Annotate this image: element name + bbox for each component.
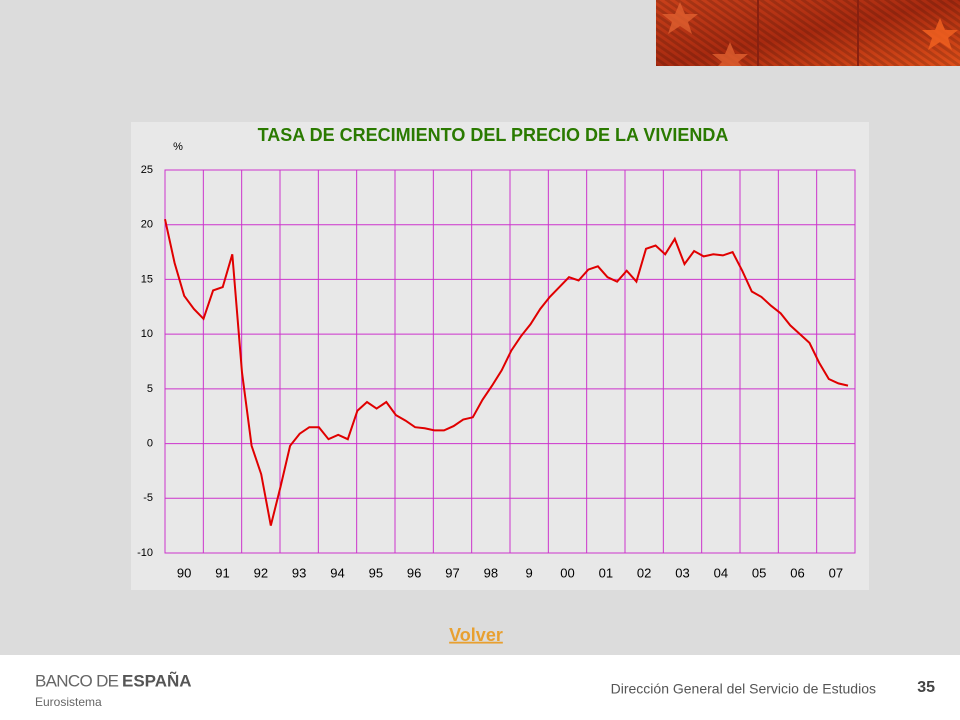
y-tick-label: 0 <box>147 437 153 449</box>
x-tick-label: 9 <box>526 565 533 580</box>
y-axis-label: % <box>173 141 183 153</box>
x-tick-label: 07 <box>829 565 843 580</box>
eurosystem: Eurosistema <box>35 695 102 709</box>
bank-name-bold: ESPAÑA <box>122 670 192 690</box>
x-tick-label: 04 <box>714 565 728 580</box>
bank-name-light: BANCO DE <box>35 671 119 690</box>
page-number: 35 <box>917 679 935 696</box>
x-tick-label: 01 <box>599 565 613 580</box>
y-tick-label: 15 <box>141 273 153 285</box>
banner <box>656 0 960 66</box>
x-tick-label: 00 <box>560 565 574 580</box>
footer-background <box>0 655 960 720</box>
x-tick-label: 96 <box>407 565 421 580</box>
chart-title: TASA DE CRECIMIENTO DEL PRECIO DE LA VIV… <box>258 125 729 145</box>
data-line <box>164 218 849 526</box>
x-tick-label: 03 <box>675 565 689 580</box>
y-tick-label: -10 <box>137 547 153 559</box>
x-tick-label: 95 <box>369 565 383 580</box>
back-link[interactable]: Volver <box>449 625 503 645</box>
y-tick-label: 25 <box>141 164 153 176</box>
y-tick-label: 5 <box>147 383 153 395</box>
x-tick-label: 91 <box>215 565 229 580</box>
x-tick-label: 94 <box>330 565 344 580</box>
x-tick-label: 90 <box>177 565 191 580</box>
y-tick-label: 10 <box>141 328 153 340</box>
y-tick-label: 20 <box>141 219 153 231</box>
y-tick-label: -5 <box>143 492 153 504</box>
x-tick-label: 02 <box>637 565 651 580</box>
x-tick-label: 06 <box>790 565 804 580</box>
department: Dirección General del Servicio de Estudi… <box>611 681 876 697</box>
x-tick-label: 98 <box>484 565 498 580</box>
x-tick-label: 92 <box>254 565 268 580</box>
x-tick-label: 97 <box>445 565 459 580</box>
x-tick-label: 93 <box>292 565 306 580</box>
x-tick-label: 05 <box>752 565 766 580</box>
